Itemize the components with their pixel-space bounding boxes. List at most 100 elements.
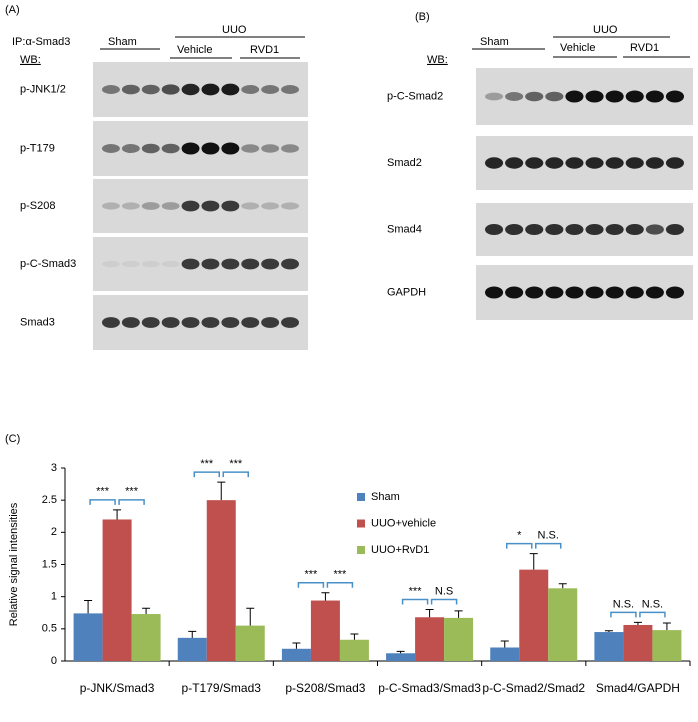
error-bar	[142, 607, 151, 615]
blot-band	[241, 202, 260, 210]
blot-row-label: p-S208	[20, 200, 55, 212]
blot-band	[181, 200, 200, 212]
blot-band	[505, 286, 524, 299]
blot-band	[565, 90, 584, 103]
x-tick-label: p-JNK/Smad3	[80, 681, 155, 695]
significance-label: ***	[125, 486, 139, 498]
blot	[93, 179, 308, 233]
blot-band	[525, 157, 544, 169]
blot-band	[565, 157, 584, 169]
blot-band	[221, 83, 240, 96]
x-tick-label: p-C-Smad3/Smad3	[378, 681, 481, 695]
x-tick-label: p-S208/Smad3	[285, 681, 365, 695]
group-label: Sham	[480, 36, 509, 48]
blot-band	[625, 157, 644, 169]
blot-row-label: p-T179	[20, 142, 55, 154]
error-bar	[425, 609, 434, 618]
blot-band	[525, 286, 544, 299]
blot-band	[201, 83, 220, 96]
blot-band	[121, 144, 140, 153]
blot-band	[161, 84, 180, 95]
error-bar	[500, 640, 509, 648]
significance-bracket	[401, 598, 429, 605]
group-label: Vehicle	[177, 44, 212, 56]
error-bar	[558, 583, 567, 589]
blot-band	[261, 258, 280, 270]
blot-band	[241, 144, 260, 153]
significance-label: N.S.	[642, 598, 663, 610]
x-tick-label: Smad4/GAPDH	[596, 681, 680, 695]
significance-label: ***	[200, 458, 214, 470]
error-bar	[246, 607, 255, 626]
significance-label: ***	[304, 569, 318, 581]
blot-band	[141, 317, 160, 328]
blot-band	[181, 142, 200, 155]
y-tick-label: 0.5	[42, 623, 57, 635]
blot-row-label: GAPDH	[387, 286, 426, 298]
significance-bracket	[89, 499, 116, 505]
blot-band	[241, 85, 260, 94]
significance-bracket	[535, 542, 562, 549]
group-label: RVD1	[630, 42, 659, 54]
blot-band	[261, 85, 280, 94]
bar	[594, 632, 624, 661]
bar	[73, 613, 103, 661]
y-tick-label: 2.5	[42, 494, 57, 506]
blot-band	[181, 317, 200, 328]
blot-band	[281, 258, 300, 270]
blot-band	[221, 200, 240, 212]
blot-band	[141, 143, 160, 154]
blot-band	[485, 92, 504, 101]
significance-bracket	[326, 582, 354, 588]
bar	[548, 588, 578, 661]
blot-band	[201, 142, 220, 155]
significance-label: N.S	[435, 585, 453, 597]
blot-band	[625, 286, 644, 299]
blot-band	[525, 91, 544, 102]
significance-bracket	[506, 542, 533, 549]
blot-band	[181, 83, 200, 96]
error-bar	[321, 592, 330, 601]
blot-band	[121, 317, 140, 328]
significance-label: ***	[409, 585, 423, 597]
blot-band	[101, 202, 120, 210]
y-axis-label: Relative signal intensities	[8, 502, 20, 626]
blot-band	[121, 84, 140, 95]
blot-band	[605, 157, 624, 169]
significance-label: ***	[229, 458, 243, 470]
blot-band	[241, 258, 260, 270]
blot-band	[221, 142, 240, 155]
y-tick-label: 2	[51, 526, 57, 538]
blot-band	[261, 317, 280, 328]
blot-band	[505, 223, 524, 236]
bar	[623, 624, 653, 661]
blot-band	[161, 260, 180, 268]
blot-band	[485, 286, 504, 299]
significance-label: ***	[333, 569, 347, 581]
blot-band	[141, 260, 160, 268]
blot-band	[505, 92, 524, 101]
error-bar	[84, 600, 93, 614]
panel-label: (B)	[415, 11, 430, 23]
blot-band	[525, 223, 544, 236]
bar	[177, 637, 207, 661]
bar	[206, 500, 236, 661]
group-label: Vehicle	[560, 42, 595, 54]
blot-band	[565, 223, 584, 236]
blot-row-label: Smad2	[387, 157, 422, 169]
blot-band	[261, 202, 280, 210]
significance-label: N.S.	[613, 598, 634, 610]
wb-label: WB:	[20, 54, 41, 66]
bar	[519, 569, 549, 661]
blot-band	[585, 157, 604, 169]
blot-band	[101, 144, 120, 153]
blot-band	[141, 84, 160, 95]
blot-band	[665, 223, 684, 236]
blot-band	[201, 317, 220, 328]
blot-band	[121, 202, 140, 210]
blot-band	[281, 85, 300, 94]
blot-band	[585, 223, 604, 236]
significance-bracket	[639, 611, 666, 618]
blot-band	[241, 317, 260, 328]
blot-band	[605, 286, 624, 299]
